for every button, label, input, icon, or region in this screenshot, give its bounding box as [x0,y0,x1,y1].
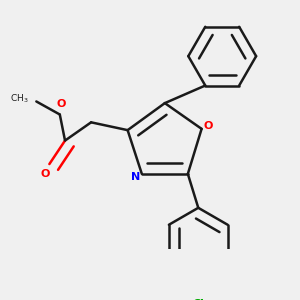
Text: N: N [131,172,140,182]
Text: CH$_3$: CH$_3$ [10,93,28,105]
Text: Cl: Cl [192,299,204,300]
Text: O: O [203,121,213,131]
Text: O: O [56,99,66,109]
Text: O: O [41,169,50,179]
